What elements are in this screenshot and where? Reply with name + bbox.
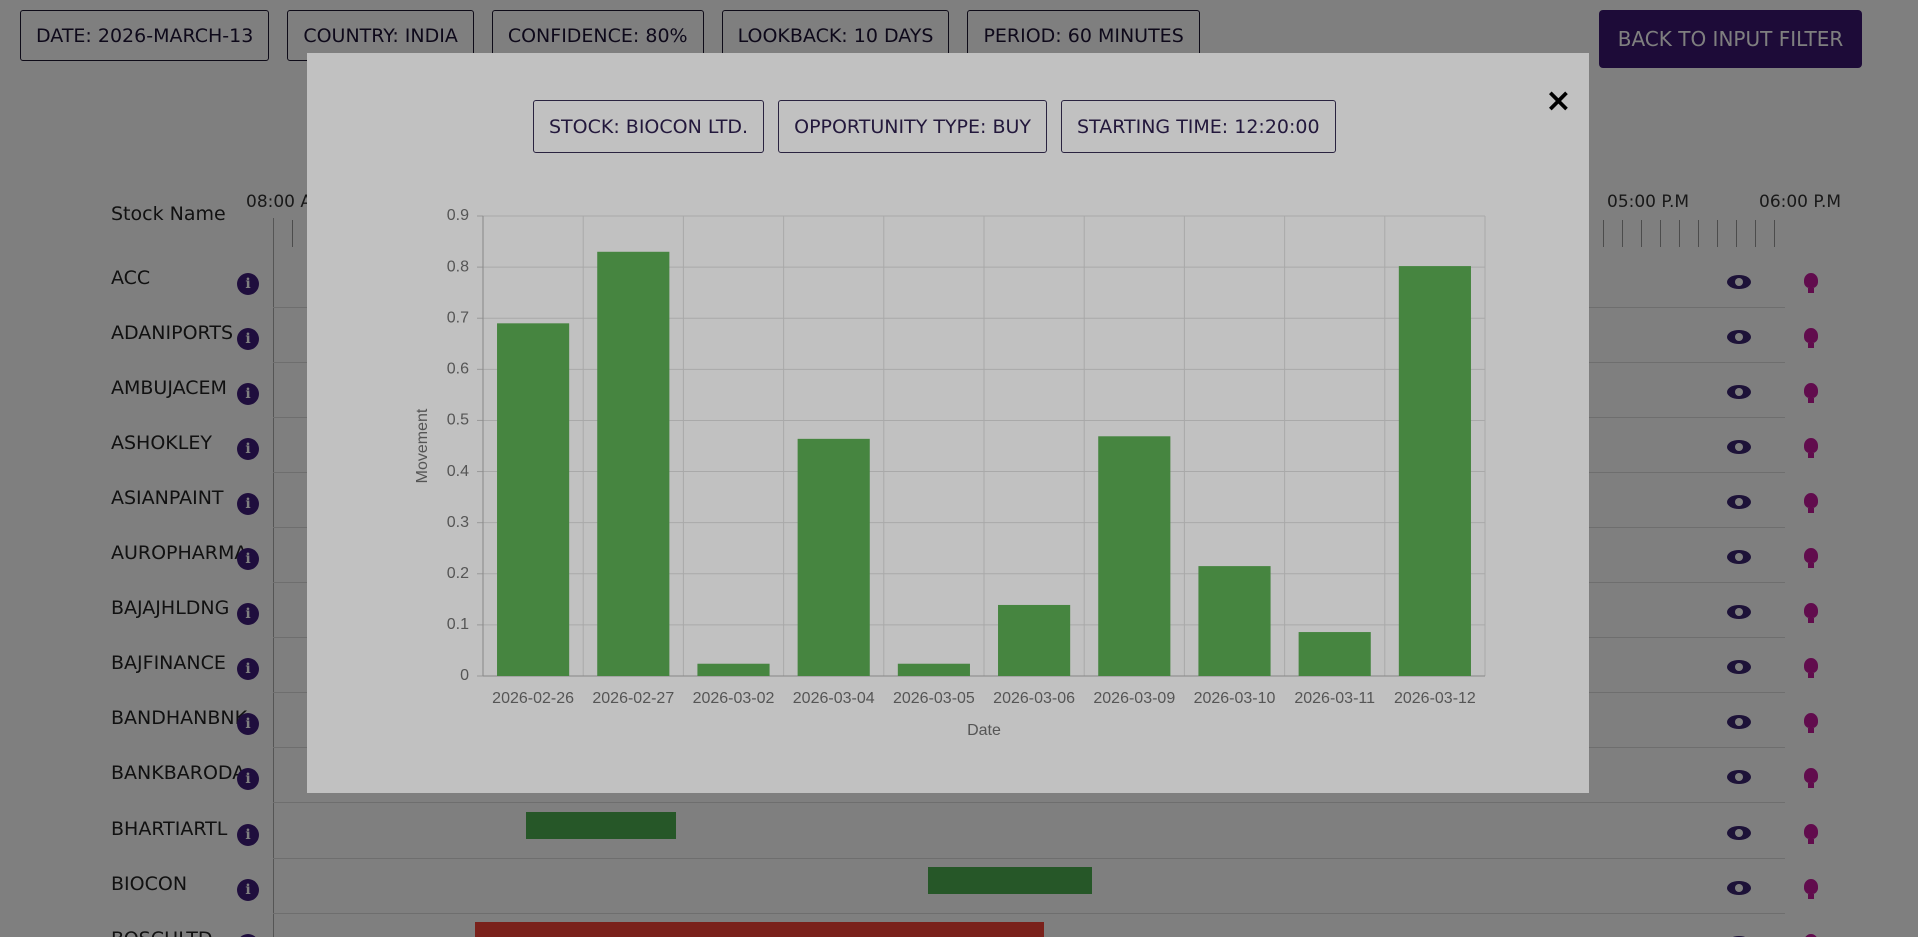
x-tick-label: 2026-02-26 [492,690,574,707]
bar [1198,566,1271,676]
bar [897,663,970,676]
y-tick-label: 0.1 [447,616,469,633]
modal-tag: STOCK: BIOCON LTD. [533,100,765,153]
bar [797,438,870,676]
modal-tag: STARTING TIME: 12:20:00 [1061,100,1336,153]
bar [597,251,670,676]
x-axis-label: Date [967,722,1001,739]
x-tick-label: 2026-03-05 [893,690,975,707]
y-tick-label: 0.6 [447,361,469,378]
y-tick-label: 0.2 [447,565,469,582]
modal: STOCK: BIOCON LTD. OPPORTUNITY TYPE: BUY S… [307,53,1589,793]
bar [697,663,770,676]
y-tick-label: 0.8 [447,258,469,275]
x-tick-label: 2026-03-12 [1394,690,1476,707]
bar [1298,632,1371,676]
y-tick-label: 0.9 [447,207,469,224]
x-tick-label: 2026-03-10 [1194,690,1276,707]
bar [1098,436,1171,676]
y-axis-label: Movement [414,408,431,483]
y-tick-label: 0.3 [447,514,469,531]
y-tick-label: 0.4 [447,463,469,480]
y-tick-label: 0 [460,667,469,684]
bar [998,604,1071,676]
modal-tags: STOCK: BIOCON LTD. OPPORTUNITY TYPE: BUY S… [533,100,1336,153]
x-tick-label: 2026-03-06 [993,690,1075,707]
x-tick-label: 2026-03-04 [793,690,875,707]
modal-tag: OPPORTUNITY TYPE: BUY [778,100,1047,153]
bar [497,323,570,676]
y-tick-label: 0.7 [447,309,469,326]
y-tick-label: 0.5 [447,412,469,429]
x-tick-label: 2026-03-09 [1093,690,1175,707]
x-tick-label: 2026-02-27 [592,690,674,707]
x-tick-label: 2026-03-11 [1294,690,1375,707]
bar [1398,266,1471,676]
close-button[interactable]: × [1545,81,1572,119]
x-tick-label: 2026-03-02 [693,690,775,707]
chart: Date Movement 0 0.1 0.2 0.3 0.4 0.5 0.6 0.7 0.8 0… [414,207,1486,739]
